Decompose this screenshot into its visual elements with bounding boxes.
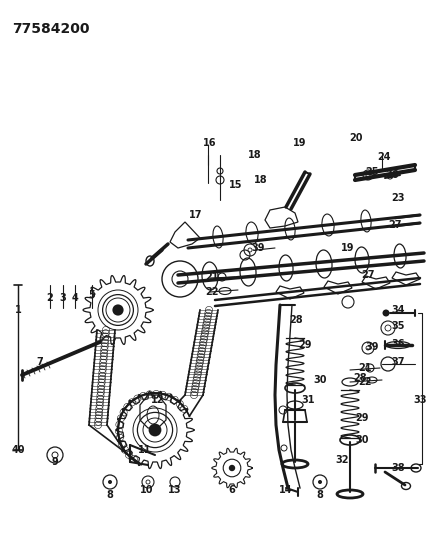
Text: 12: 12: [151, 395, 165, 405]
Circle shape: [383, 310, 389, 317]
Text: 38: 38: [391, 463, 405, 473]
Text: 2: 2: [47, 293, 54, 303]
Text: 40: 40: [11, 445, 25, 455]
Text: 10: 10: [140, 485, 154, 495]
Circle shape: [149, 424, 161, 437]
Text: 26: 26: [385, 170, 399, 180]
Text: 23: 23: [391, 193, 405, 203]
Text: 4: 4: [71, 293, 78, 303]
Text: 77584200: 77584200: [12, 22, 89, 36]
Text: 15: 15: [229, 180, 243, 190]
Text: 30: 30: [355, 435, 369, 445]
Text: 8: 8: [317, 490, 324, 500]
Text: 31: 31: [301, 395, 315, 405]
Text: 8: 8: [107, 490, 113, 500]
Text: 9: 9: [52, 457, 58, 467]
Circle shape: [318, 480, 322, 484]
Text: 18: 18: [248, 150, 262, 160]
Text: 33: 33: [413, 395, 427, 405]
Text: 3: 3: [59, 293, 66, 303]
Text: 5: 5: [89, 290, 95, 300]
Text: 19: 19: [341, 243, 355, 253]
Text: 24: 24: [377, 152, 391, 162]
Text: 30: 30: [313, 375, 327, 385]
Text: 19: 19: [293, 138, 307, 148]
Text: 22: 22: [205, 287, 219, 297]
Circle shape: [229, 465, 235, 471]
Text: 36: 36: [391, 339, 405, 349]
Text: 29: 29: [298, 340, 312, 350]
Text: 17: 17: [189, 210, 203, 220]
Text: 37: 37: [391, 357, 405, 367]
Text: 20: 20: [349, 133, 363, 143]
Text: 39: 39: [251, 243, 265, 253]
Circle shape: [113, 304, 124, 316]
Text: 28: 28: [289, 315, 303, 325]
Text: 29: 29: [355, 413, 369, 423]
Text: 35: 35: [391, 321, 405, 331]
Text: 6: 6: [229, 485, 235, 495]
Text: 28: 28: [353, 373, 367, 383]
Text: 18: 18: [254, 175, 268, 185]
Text: 34: 34: [391, 305, 405, 315]
Text: 11: 11: [138, 445, 152, 455]
Text: 21: 21: [205, 272, 219, 282]
Text: 27: 27: [388, 220, 402, 230]
Text: 7: 7: [37, 357, 43, 367]
Text: 21: 21: [358, 363, 372, 373]
Text: 16: 16: [203, 138, 217, 148]
Text: 22: 22: [358, 377, 372, 387]
Text: 25: 25: [365, 167, 379, 177]
Text: 13: 13: [168, 485, 182, 495]
Text: 32: 32: [335, 455, 349, 465]
Circle shape: [108, 480, 112, 484]
Text: 14: 14: [279, 485, 293, 495]
Text: 27: 27: [361, 270, 375, 280]
Text: 39: 39: [365, 342, 379, 352]
Text: 1: 1: [15, 305, 21, 315]
